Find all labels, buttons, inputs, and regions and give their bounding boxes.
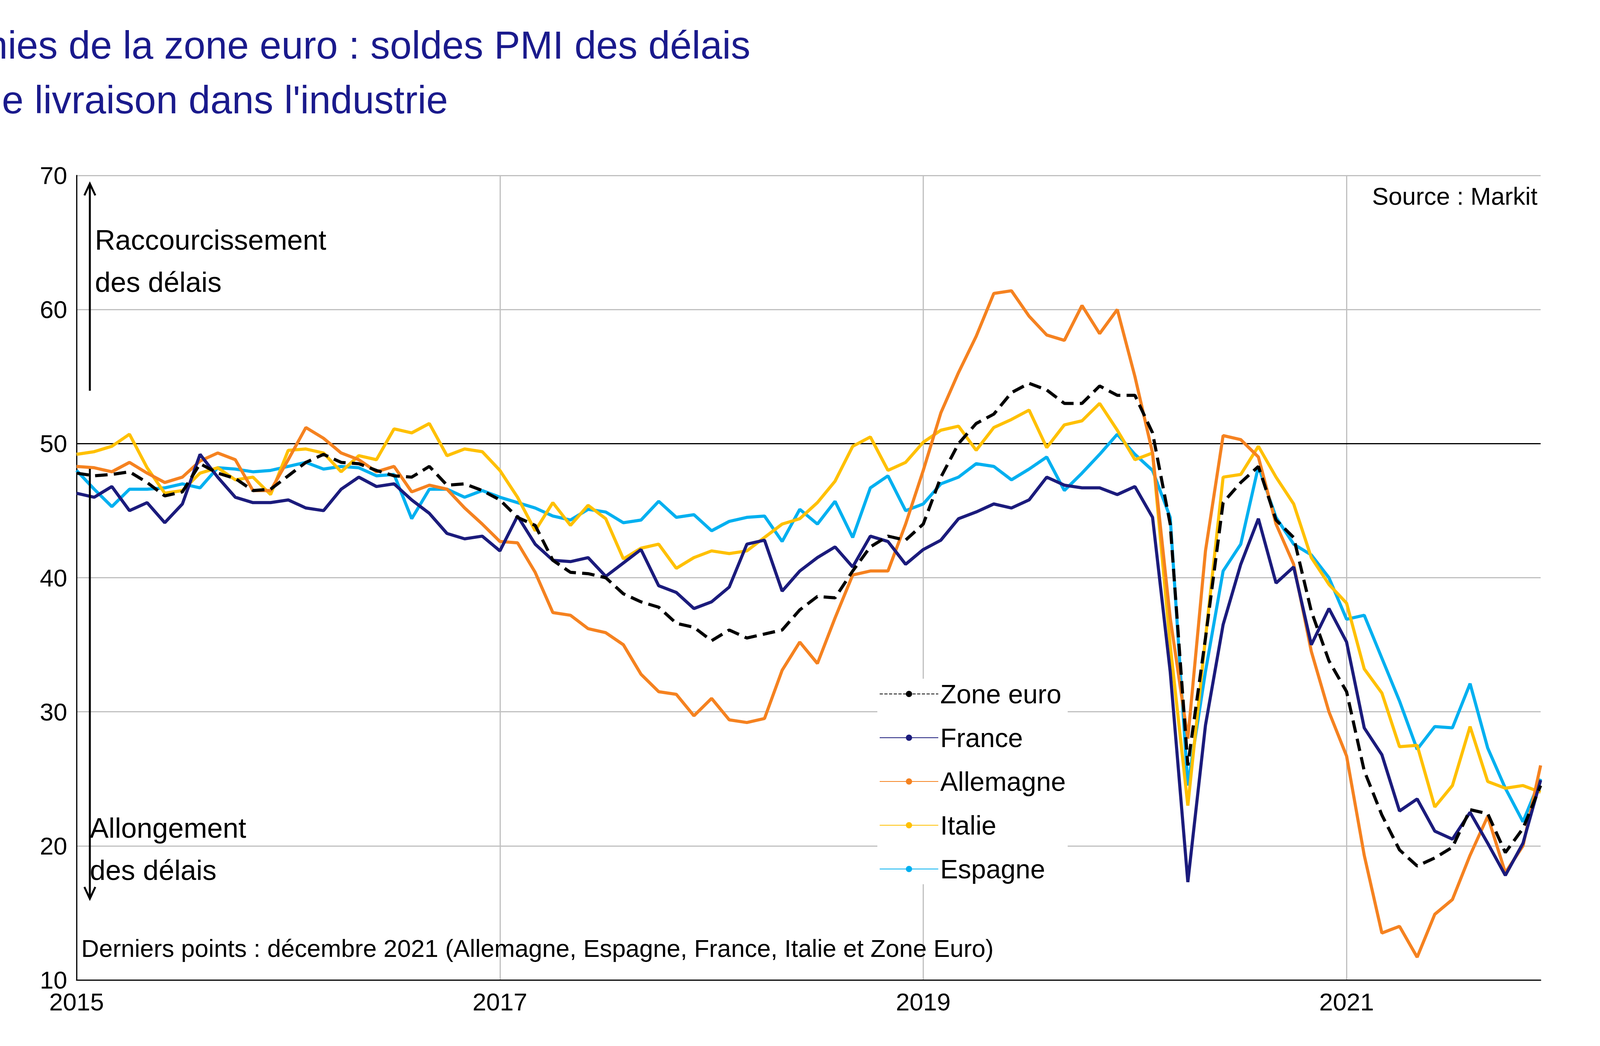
- svg-text:de livraison dans l'industrie: de livraison dans l'industrie: [0, 77, 449, 122]
- svg-text:Allongement: Allongement: [89, 812, 247, 844]
- svg-text:Source : Markit: Source : Markit: [1371, 182, 1538, 210]
- svg-text:40: 40: [39, 564, 68, 592]
- svg-text:Derniers points : décembre 202: Derniers points : décembre 2021 (Allemag…: [81, 934, 994, 962]
- svg-text:70: 70: [39, 161, 68, 190]
- svg-text:Zone euro: Zone euro: [940, 678, 1062, 709]
- svg-text:30: 30: [39, 698, 68, 726]
- svg-text:2021: 2021: [1319, 987, 1374, 1016]
- svg-text:50: 50: [39, 429, 68, 458]
- svg-text:2019: 2019: [895, 987, 951, 1016]
- svg-text:des délais: des délais: [89, 854, 217, 886]
- svg-text:20: 20: [39, 832, 68, 860]
- svg-text:France: France: [940, 722, 1024, 753]
- svg-text:des délais: des délais: [94, 266, 222, 298]
- svg-text:2015: 2015: [49, 987, 104, 1016]
- svg-text:10: 10: [39, 966, 68, 994]
- svg-text:Allemagne: Allemagne: [940, 766, 1066, 797]
- svg-text:Principales économies de la zo: Principales économies de la zone euro : …: [0, 23, 762, 67]
- svg-text:60: 60: [39, 295, 68, 324]
- svg-text:2017: 2017: [472, 987, 528, 1016]
- svg-text:Italie: Italie: [940, 810, 997, 840]
- svg-text:Espagne: Espagne: [940, 853, 1045, 884]
- svg-text:Raccourcissement: Raccourcissement: [94, 224, 327, 256]
